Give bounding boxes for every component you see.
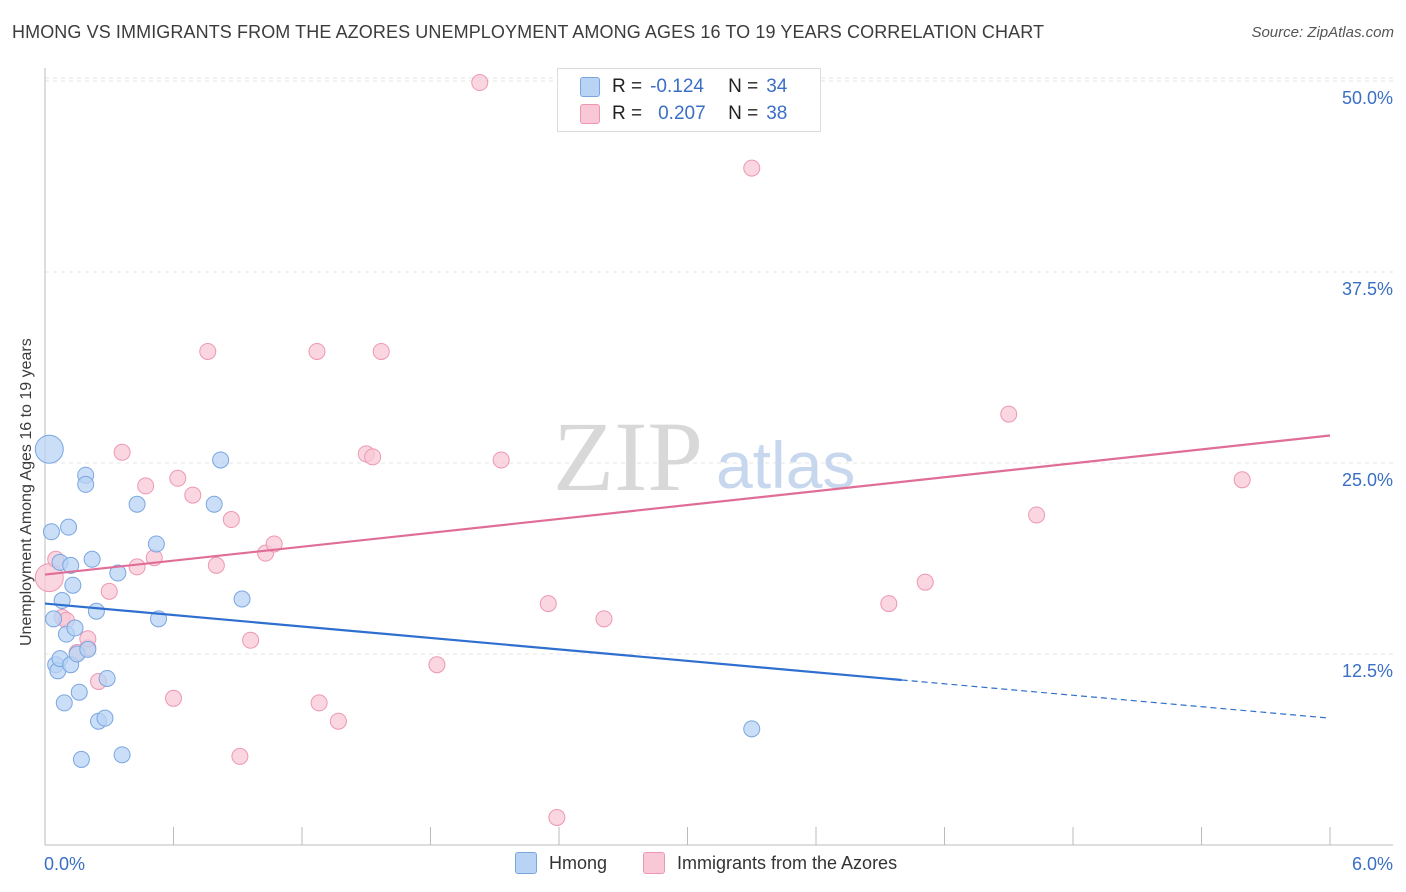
azores-point bbox=[165, 689, 182, 707]
chart-title: HMONG VS IMMIGRANTS FROM THE AZORES UNEM… bbox=[12, 22, 1045, 42]
hmong-point bbox=[64, 576, 82, 594]
hmong-point bbox=[77, 475, 95, 493]
azores-swatch bbox=[643, 852, 665, 874]
azores-point bbox=[207, 556, 225, 574]
x-tick-label-min: 0.0% bbox=[44, 854, 85, 874]
azores-point bbox=[184, 486, 202, 504]
azores-point bbox=[916, 573, 934, 591]
hmong-trend-extension bbox=[901, 679, 1331, 719]
azores-point bbox=[265, 535, 283, 553]
azores-point bbox=[222, 511, 240, 529]
n-value-azores: 38 bbox=[766, 103, 788, 124]
azores-point bbox=[364, 448, 382, 466]
hmong-point bbox=[62, 556, 80, 574]
hmong-point bbox=[45, 610, 63, 628]
azores-point bbox=[128, 558, 146, 576]
hmong-point bbox=[233, 590, 251, 608]
hmong-point bbox=[96, 709, 114, 727]
gridlines bbox=[45, 77, 1393, 655]
hmong-swatch bbox=[515, 852, 537, 874]
azores-point bbox=[310, 694, 328, 712]
legend-item-azores[interactable]: Immigrants from the Azores bbox=[643, 852, 897, 874]
hmong-point bbox=[743, 720, 761, 738]
azores-point bbox=[539, 595, 557, 613]
r-value-azores: 0.207 bbox=[658, 103, 706, 124]
azores-point bbox=[231, 747, 249, 765]
r-label: R = bbox=[612, 103, 643, 124]
legend-label-hmong: Hmong bbox=[549, 852, 608, 873]
n-value-hmong: 34 bbox=[766, 76, 788, 97]
azores-point bbox=[329, 712, 347, 730]
azores-swatch bbox=[580, 104, 600, 124]
y-tick-label-3: 50.0% bbox=[1342, 88, 1393, 108]
azores-point bbox=[1233, 471, 1251, 489]
azores-point bbox=[372, 342, 390, 360]
hmong-point bbox=[34, 434, 64, 464]
azores-point bbox=[137, 477, 155, 495]
r-label: R = bbox=[612, 76, 643, 97]
n-label: N = bbox=[728, 103, 759, 124]
hmong-point bbox=[55, 694, 73, 712]
hmong-point bbox=[60, 518, 78, 536]
hmong-point bbox=[98, 669, 116, 687]
azores-point bbox=[242, 631, 260, 649]
legend-label-azores: Immigrants from the Azores bbox=[677, 852, 898, 873]
r-value-hmong: -0.124 bbox=[650, 76, 704, 97]
azores-point bbox=[548, 808, 566, 826]
correlation-legend: R = -0.124 N = 34 R = 0.207 N = 38 bbox=[557, 68, 821, 132]
hmong-point bbox=[66, 619, 84, 637]
watermark-atlas: atlas bbox=[716, 428, 855, 502]
legend-row-hmong: R = -0.124 N = 34 bbox=[580, 75, 787, 99]
watermark-zip: ZIP bbox=[553, 401, 703, 512]
azores-point bbox=[492, 451, 510, 469]
y-tick-label-0: 12.5% bbox=[1342, 661, 1393, 681]
y-tick-label-1: 25.0% bbox=[1342, 470, 1393, 490]
hmong-point bbox=[72, 750, 90, 768]
hmong-point bbox=[109, 564, 127, 582]
hmong-point bbox=[147, 535, 165, 553]
hmong-point bbox=[42, 523, 60, 541]
legend-item-hmong[interactable]: Hmong bbox=[515, 852, 607, 874]
series-legend: Hmong Immigrants from the Azores bbox=[0, 852, 1406, 878]
hmong-point bbox=[212, 451, 230, 469]
azores-point bbox=[471, 74, 489, 92]
azores-point bbox=[743, 159, 761, 177]
y-axis-label: Unemployment Among Ages 16 to 19 years bbox=[18, 338, 35, 646]
azores-point bbox=[1028, 506, 1046, 524]
hmong-trend-line bbox=[44, 602, 902, 682]
x-tick-label-max: 6.0% bbox=[1352, 854, 1393, 874]
source-label: Source: ZipAtlas.com bbox=[1251, 24, 1394, 41]
hmong-point bbox=[205, 495, 223, 513]
tick-labels: 0.0% 6.0% 12.5% 25.0% 37.5% 50.0% bbox=[44, 88, 1393, 874]
azores-point bbox=[199, 342, 217, 360]
azores-point bbox=[100, 582, 118, 600]
watermark: ZIP atlas bbox=[553, 401, 855, 512]
azores-point bbox=[169, 469, 187, 487]
azores-point bbox=[113, 443, 131, 461]
azores-point bbox=[1000, 405, 1018, 423]
azores-point bbox=[595, 610, 613, 628]
hmong-point bbox=[79, 640, 97, 658]
hmong-point bbox=[70, 683, 88, 701]
y-tick-label-2: 37.5% bbox=[1342, 279, 1393, 299]
hmong-point bbox=[83, 550, 101, 568]
azores-point bbox=[880, 595, 898, 613]
azores-point bbox=[428, 656, 446, 674]
n-label: N = bbox=[728, 76, 759, 97]
hmong-point bbox=[128, 495, 146, 513]
hmong-swatch bbox=[580, 77, 600, 97]
legend-row-azores: R = 0.207 N = 38 bbox=[580, 102, 787, 126]
data-points bbox=[34, 74, 1251, 826]
trend-lines bbox=[44, 434, 1331, 719]
hmong-point bbox=[87, 602, 105, 620]
azores-trend-line bbox=[44, 434, 1331, 576]
hmong-point bbox=[113, 746, 131, 764]
azores-point bbox=[308, 342, 326, 360]
